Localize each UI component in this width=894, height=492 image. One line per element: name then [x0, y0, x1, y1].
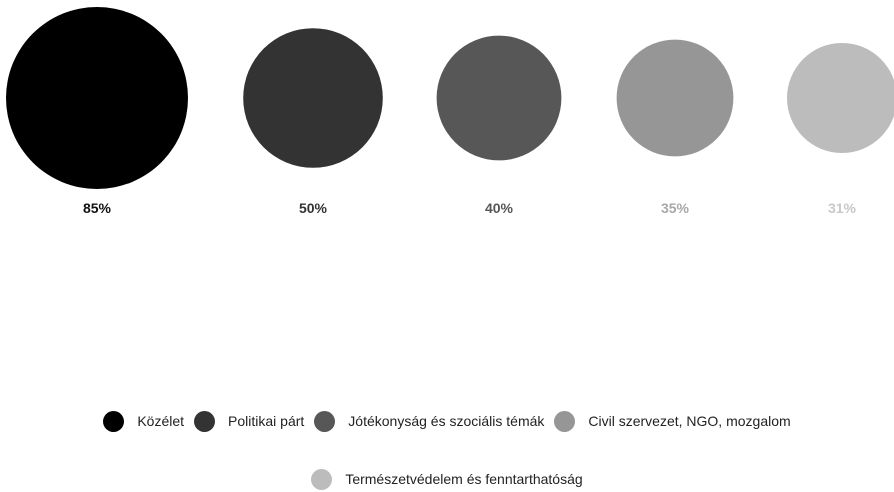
- bubble-series-2: [243, 28, 383, 168]
- legend-item-series-4[interactable]: Civil szervezet, NGO, mozgalom: [554, 408, 791, 434]
- bubble-series-3: [436, 35, 562, 161]
- bubble-label-series-2: 50%: [299, 200, 328, 216]
- bubble-series-5: [787, 43, 894, 153]
- legend-swatch: [554, 410, 576, 432]
- bubble-label-series-1: 85%: [83, 200, 112, 216]
- bubble-label-series-5: 31%: [828, 200, 857, 216]
- bubble-chart-plot: 85% 50% 40% 35% 31%: [6, 7, 894, 216]
- legend-label: Civil szervezet, NGO, mozgalom: [588, 413, 791, 429]
- bubble-label-series-4: 35%: [661, 200, 690, 216]
- legend-item-series-3[interactable]: Jótékonyság és szociális témák: [314, 408, 544, 434]
- legend-label: Politikai párt: [228, 413, 305, 429]
- legend-label: Közélet: [137, 413, 185, 429]
- legend-label: Jótékonyság és szociális témák: [348, 413, 545, 429]
- chart-legend: Közélet Politikai párt Jótékonyság és szoc…: [0, 408, 894, 492]
- legend-swatch: [311, 468, 333, 490]
- legend-item-series-2[interactable]: Politikai párt: [194, 408, 304, 434]
- legend-item-series-5[interactable]: Természetvédelem és fenntarthatóság: [311, 466, 583, 492]
- legend-swatch: [194, 410, 216, 432]
- bubble-series-1: [6, 7, 188, 189]
- bubble-series-4: [616, 39, 734, 157]
- legend-swatch: [314, 410, 336, 432]
- legend-swatch: [103, 410, 125, 432]
- bubble-label-series-3: 40%: [485, 200, 514, 216]
- legend-item-series-1[interactable]: Közélet: [103, 408, 184, 434]
- legend-label: Természetvédelem és fenntarthatóság: [345, 471, 583, 487]
